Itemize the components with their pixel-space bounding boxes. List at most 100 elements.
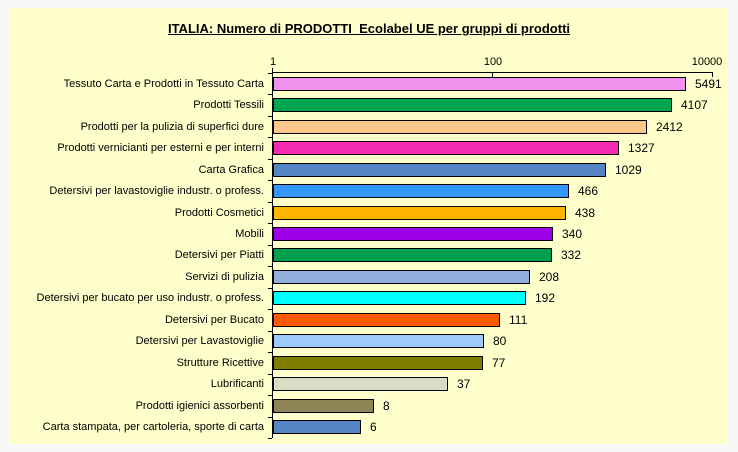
bar-track: 332 — [273, 245, 728, 266]
bar-4 — [273, 141, 619, 156]
x-axis-label-1: 1 — [269, 56, 277, 68]
bar-track: 77 — [273, 352, 728, 373]
category-tick — [268, 137, 272, 138]
category-label: Prodotti vernicianti per esterni e per i… — [57, 142, 264, 155]
bar-6 — [273, 184, 569, 199]
value-label: 111 — [509, 312, 528, 327]
bar-track: 208 — [273, 266, 728, 287]
value-label: 37 — [457, 377, 471, 392]
bar-row: Detersivi per bucato per uso industr. o … — [10, 288, 728, 309]
bar-row: Strutture Ricettive 77 — [10, 352, 728, 373]
bar-row: Detersivi per Bucato 111 — [10, 309, 728, 330]
value-label: 332 — [561, 248, 582, 263]
bar-track: 8 — [273, 395, 728, 416]
bar-track: 80 — [273, 331, 728, 352]
chart-title: ITALIA: Numero di PRODOTTI Ecolabel UE p… — [167, 21, 571, 36]
value-label: 438 — [575, 205, 596, 220]
bar-row: Prodotti Tessili 4107 — [10, 94, 728, 115]
bar-track: 192 — [273, 288, 728, 309]
bar-row: Mobili 340 — [10, 223, 728, 244]
category-tick — [268, 266, 272, 267]
value-label: 8 — [383, 398, 390, 413]
bar-11 — [273, 291, 526, 306]
bar-track: 37 — [273, 374, 728, 395]
value-label: 80 — [493, 334, 507, 349]
category-label: Carta Grafica — [198, 163, 264, 176]
value-label: 466 — [578, 184, 599, 199]
y-axis-line — [272, 72, 273, 438]
bar-5 — [273, 162, 606, 177]
bar-track: 340 — [273, 223, 728, 244]
value-label: 208 — [539, 269, 560, 284]
category-label: Strutture Ricettive — [176, 356, 264, 369]
category-label: Prodotti Cosmetici — [174, 206, 264, 219]
bar-track: 1327 — [273, 137, 728, 158]
bar-17 — [273, 420, 361, 435]
value-label: 5491 — [695, 76, 722, 91]
category-label: Detersivi per lavastoviglie industr. o p… — [49, 185, 264, 198]
bar-row: Prodotti per la pulizia di superfici dur… — [10, 116, 728, 137]
value-label: 1029 — [615, 162, 642, 177]
bar-rows: Tessuto Carta e Prodotti in Tessuto Cart… — [10, 73, 728, 438]
category-tick — [268, 395, 272, 396]
bar-10 — [273, 269, 530, 284]
category-tick — [268, 223, 272, 224]
value-label: 6 — [370, 420, 377, 435]
bar-2 — [273, 98, 672, 113]
bar-track: 6 — [273, 417, 728, 438]
bar-row: Lubrificanti 37 — [10, 374, 728, 395]
bar-16 — [273, 398, 374, 413]
value-label: 1327 — [628, 141, 655, 156]
bar-3 — [273, 119, 647, 134]
category-label: Tessuto Carta e Prodotti in Tessuto Cart… — [63, 77, 264, 90]
x-axis-line — [272, 72, 713, 73]
category-tick — [268, 309, 272, 310]
category-label: Detersivi per Bucato — [164, 313, 264, 326]
category-tick — [268, 245, 272, 246]
bar-15 — [273, 377, 448, 392]
bar-row: Prodotti Cosmetici 438 — [10, 202, 728, 223]
category-tick — [268, 73, 272, 74]
value-label: 2412 — [656, 119, 683, 134]
bar-13 — [273, 334, 484, 349]
category-label: Prodotti igienici assorbenti — [135, 399, 264, 412]
bar-row: Carta stampata, per cartoleria, sporte d… — [10, 417, 728, 438]
bar-7 — [273, 205, 566, 220]
category-label: Detersivi per Lavastoviglie — [135, 335, 264, 348]
category-tick — [268, 202, 272, 203]
bar-12 — [273, 312, 500, 327]
bar-track: 2412 — [273, 116, 728, 137]
value-label: 4107 — [681, 98, 708, 113]
bar-track: 466 — [273, 180, 728, 201]
bar-row: Carta Grafica 1029 — [10, 159, 728, 180]
bar-9 — [273, 248, 552, 263]
bar-track: 1029 — [273, 159, 728, 180]
category-tick — [268, 438, 272, 439]
bar-row: Servizi di pulizia 208 — [10, 266, 728, 287]
bar-row: Detersivi per Lavastoviglie 80 — [10, 331, 728, 352]
category-tick — [268, 417, 272, 418]
bar-row: Prodotti vernicianti per esterni e per i… — [10, 137, 728, 158]
x-axis-label-100: 100 — [483, 56, 503, 68]
category-label: Prodotti per la pulizia di superfici dur… — [80, 120, 264, 133]
bar-14 — [273, 355, 483, 370]
bar-1 — [273, 76, 686, 91]
x-axis-tick-100 — [492, 73, 493, 77]
category-tick — [268, 331, 272, 332]
category-tick — [268, 374, 272, 375]
category-label: Detersivi per Piatti — [174, 249, 264, 262]
bar-row: Tessuto Carta e Prodotti in Tessuto Cart… — [10, 73, 728, 94]
category-tick — [268, 352, 272, 353]
bar-8 — [273, 227, 553, 242]
category-label: Lubrificanti — [210, 378, 264, 391]
category-label: Prodotti Tessili — [193, 99, 264, 112]
category-label: Mobili — [235, 228, 264, 241]
bar-row: Prodotti igienici assorbenti 8 — [10, 395, 728, 416]
category-tick — [268, 180, 272, 181]
category-label: Servizi di pulizia — [185, 270, 264, 283]
category-label: Carta stampata, per cartoleria, sporte d… — [42, 421, 264, 434]
category-tick — [268, 288, 272, 289]
x-axis-label-10000: 10000 — [691, 56, 723, 68]
category-tick — [268, 159, 272, 160]
category-tick — [268, 116, 272, 117]
